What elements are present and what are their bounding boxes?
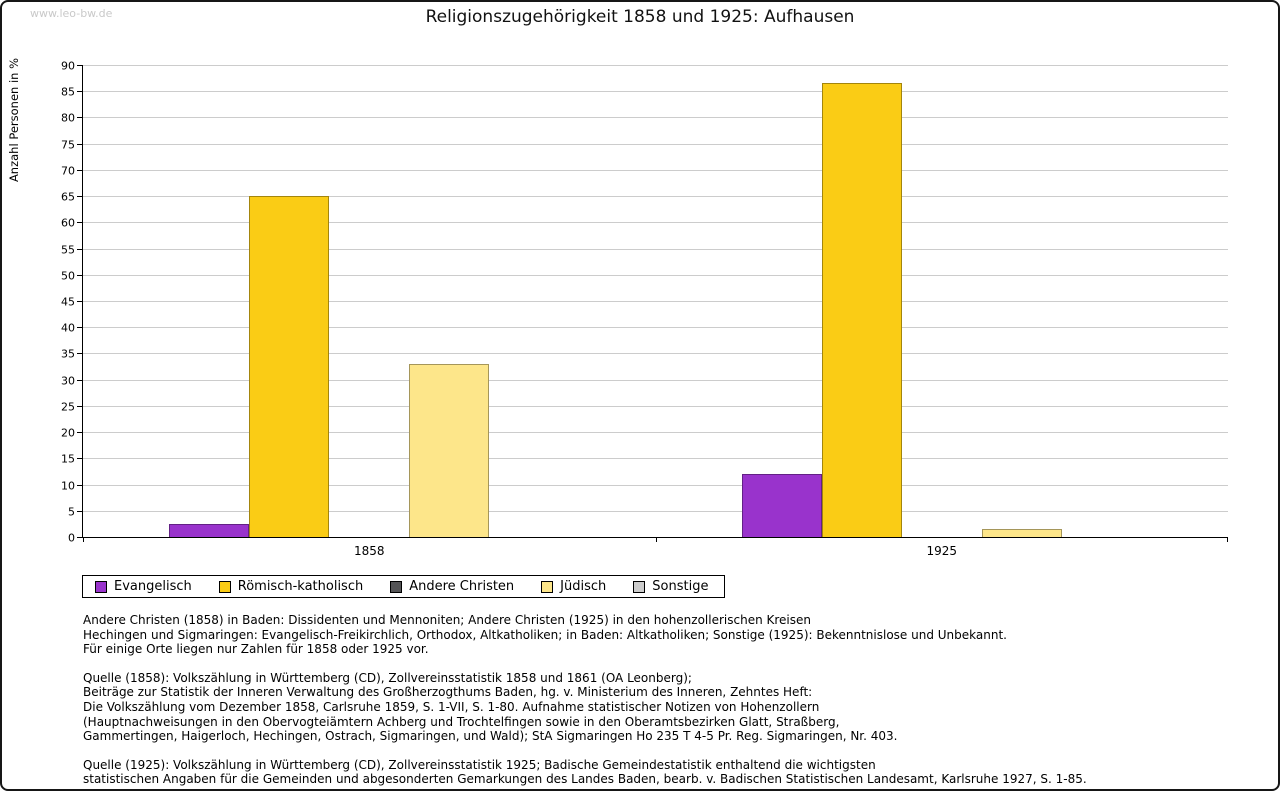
y-axis-title: Anzahl Personen in % bbox=[7, 57, 21, 183]
bar-r-misch-katholisch-1925 bbox=[821, 83, 902, 537]
y-tick-label: 50 bbox=[61, 269, 75, 283]
legend-swatch-j-disch bbox=[541, 580, 554, 593]
y-axis-tick bbox=[77, 91, 82, 93]
gridline bbox=[83, 196, 1228, 198]
y-tick-label: 75 bbox=[61, 138, 75, 152]
legend-label: Andere Christen bbox=[409, 579, 515, 594]
gridline bbox=[83, 248, 1228, 250]
y-axis-tick bbox=[77, 327, 82, 329]
gridline bbox=[83, 458, 1228, 460]
chart-title: Religionszugehörigkeit 1858 und 1925: Au… bbox=[425, 7, 855, 27]
legend-item-r-misch-katholisch: Römisch-katholisch bbox=[218, 579, 364, 594]
y-tick-label: 70 bbox=[61, 164, 75, 178]
y-axis-tick bbox=[77, 143, 82, 145]
legend-item-sonstige: Sonstige bbox=[633, 579, 708, 594]
gridline bbox=[83, 484, 1228, 486]
footnote-paragraph: Andere Christen (1858) in Baden: Disside… bbox=[83, 613, 1007, 657]
x-axis-tick bbox=[83, 537, 84, 542]
x-axis-tick bbox=[1227, 537, 1228, 542]
y-axis-tick bbox=[77, 65, 82, 66]
bar-evangelisch-1858 bbox=[169, 523, 250, 537]
bar-evangelisch-1925 bbox=[741, 474, 822, 537]
y-axis-tick bbox=[77, 379, 82, 381]
legend-swatch-r-misch-katholisch bbox=[218, 580, 231, 593]
y-tick-label: 60 bbox=[61, 216, 75, 230]
gridline bbox=[83, 169, 1228, 171]
footnotes: Andere Christen (1858) in Baden: Disside… bbox=[83, 613, 1087, 789]
y-axis-tick bbox=[77, 405, 82, 407]
y-tick-label: 35 bbox=[61, 347, 75, 361]
y-tick-label: 80 bbox=[61, 111, 75, 125]
y-axis-tick bbox=[77, 510, 82, 512]
y-axis-tick bbox=[77, 458, 82, 460]
y-axis-tick bbox=[77, 353, 82, 355]
legend-label: Jüdisch bbox=[560, 579, 607, 594]
gridline bbox=[83, 432, 1228, 434]
gridline bbox=[83, 301, 1228, 302]
legend-item-j-disch: Jüdisch bbox=[541, 579, 606, 594]
gridline bbox=[83, 222, 1228, 224]
legend-item-andere-christen: Andere Christen bbox=[390, 579, 514, 594]
footnote-paragraph: Quelle (1925): Volkszählung in Württembe… bbox=[83, 757, 1087, 787]
plot-area: 0 5 10 15 20 25 30 35 40 45 50 55 60 65 70 75 80 85 90 1858… bbox=[61, 61, 1228, 558]
x-category-label: 1858 bbox=[353, 544, 385, 558]
y-tick-label: 90 bbox=[61, 59, 75, 73]
gridline bbox=[83, 143, 1228, 145]
gridline bbox=[83, 274, 1228, 276]
y-tick-label: 0 bbox=[68, 531, 75, 545]
gridline bbox=[83, 405, 1228, 407]
gridline bbox=[83, 379, 1228, 381]
y-axis-tick bbox=[77, 301, 82, 302]
legend-swatch-andere-christen bbox=[390, 580, 403, 593]
y-tick-label: 5 bbox=[68, 505, 75, 519]
y-tick-label: 85 bbox=[61, 85, 75, 99]
legend-label: Evangelisch bbox=[114, 579, 192, 594]
x-axis-tick bbox=[655, 537, 657, 542]
y-tick-label: 20 bbox=[61, 426, 75, 440]
y-tick-label: 25 bbox=[61, 400, 75, 414]
legend: Evangelisch Römisch-katholisch Andere Chri… bbox=[82, 575, 726, 598]
legend-item-evangelisch: Evangelisch bbox=[95, 579, 192, 594]
gridline bbox=[83, 510, 1228, 512]
legend-swatch-evangelisch bbox=[95, 580, 107, 593]
y-axis-tick bbox=[77, 274, 82, 276]
y-tick-label: 15 bbox=[61, 452, 75, 466]
y-tick-label: 45 bbox=[61, 295, 75, 309]
legend-label: Sonstige bbox=[652, 579, 709, 594]
gridline bbox=[83, 91, 1228, 93]
y-tick-label: 40 bbox=[61, 321, 75, 335]
gridline bbox=[83, 117, 1228, 119]
gridline bbox=[83, 65, 1228, 66]
y-tick-label: 10 bbox=[61, 479, 75, 493]
y-tick-label: 65 bbox=[61, 190, 75, 204]
bar-j-disch-1925 bbox=[981, 529, 1062, 537]
legend-swatch-sonstige bbox=[633, 580, 646, 593]
gridline bbox=[83, 327, 1228, 329]
y-tick-label: 30 bbox=[61, 374, 75, 388]
y-axis-tick bbox=[77, 537, 82, 538]
gridline bbox=[83, 353, 1228, 355]
footnote-paragraph: Quelle (1858): Volkszählung in Württembe… bbox=[83, 670, 898, 744]
y-axis-tick bbox=[77, 117, 82, 119]
x-category-label: 1925 bbox=[926, 544, 958, 558]
y-axis-tick bbox=[77, 248, 82, 250]
y-axis-tick bbox=[77, 196, 82, 198]
bar-r-misch-katholisch-1858 bbox=[249, 196, 330, 537]
bar-j-disch-1858 bbox=[409, 363, 490, 537]
y-axis-tick bbox=[77, 432, 82, 434]
y-tick-label: 55 bbox=[61, 243, 75, 257]
y-axis-tick bbox=[77, 169, 82, 171]
legend-label: Römisch-katholisch bbox=[237, 579, 364, 594]
y-axis-tick bbox=[77, 222, 82, 224]
y-axis-tick bbox=[77, 484, 82, 486]
watermark: www.leo-bw.de bbox=[30, 7, 113, 20]
